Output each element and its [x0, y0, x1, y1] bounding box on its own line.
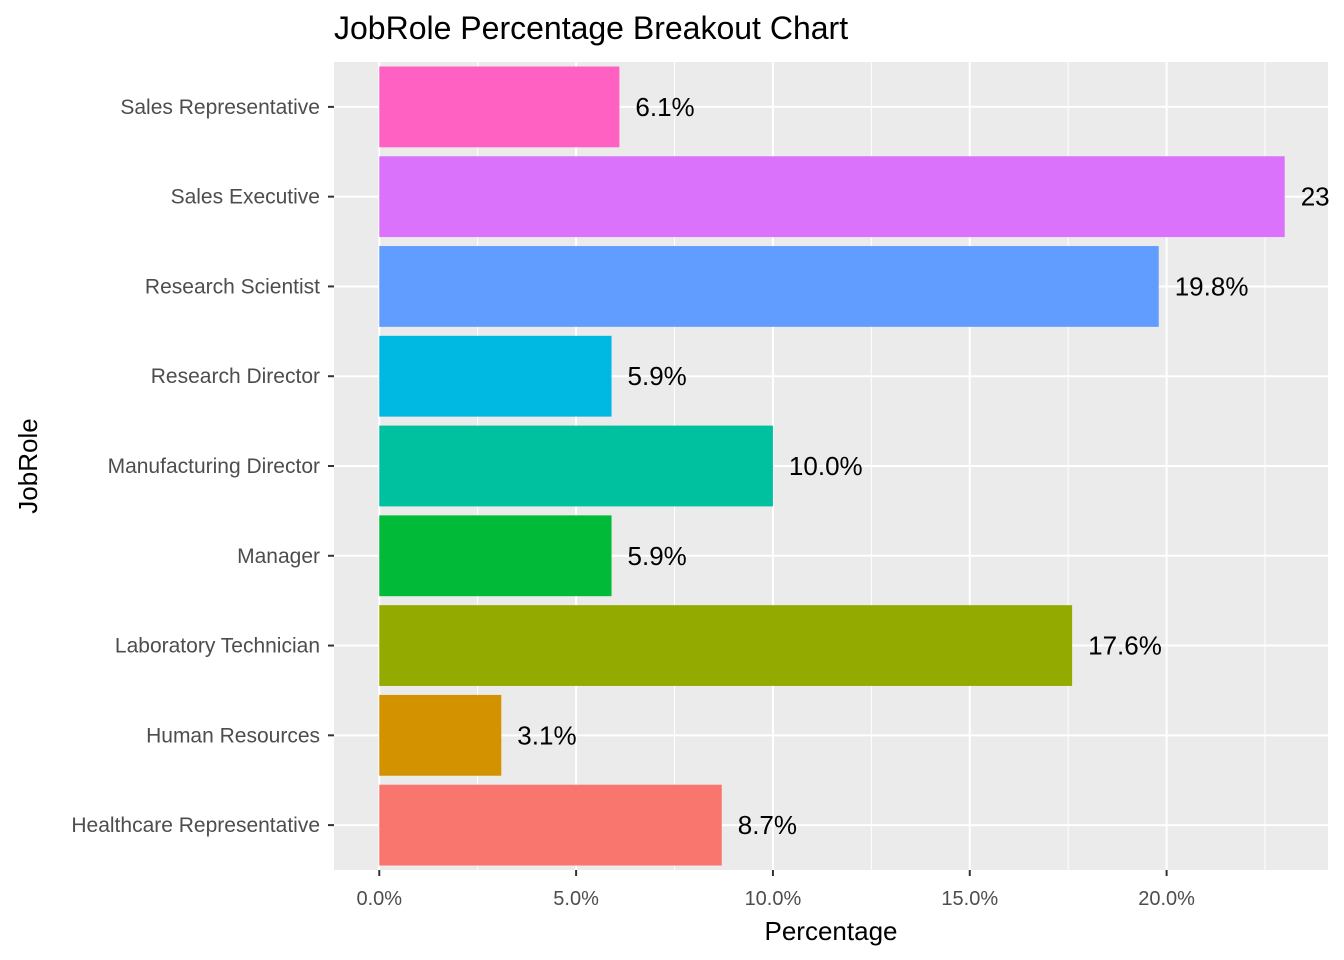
data-label: 23 — [1301, 182, 1330, 212]
data-label: 10.0% — [789, 451, 863, 481]
y-tick-label: Human Resources — [146, 724, 320, 747]
chart-title: JobRole Percentage Breakout Chart — [334, 10, 849, 46]
bars — [379, 66, 1285, 866]
y-axis: Healthcare Representative Human Resources… — [71, 96, 334, 837]
data-label: 5.9% — [628, 361, 687, 391]
bar — [379, 605, 1073, 686]
data-label: 3.1% — [517, 720, 576, 750]
y-tick-label: Manufacturing Director — [108, 455, 320, 478]
bar — [379, 694, 502, 776]
bar — [379, 425, 773, 507]
x-tick-label: 5.0% — [553, 888, 599, 910]
y-tick-label: Manager — [237, 545, 320, 568]
bar — [379, 246, 1159, 327]
x-tick-label: 10.0% — [745, 888, 802, 910]
bar — [379, 515, 612, 597]
x-axis: 0.0% 5.0% 10.0% 15.0% 20.0% — [356, 870, 1195, 910]
bar — [379, 156, 1285, 238]
data-label: 17.6% — [1088, 631, 1162, 661]
bar — [379, 66, 620, 148]
bar — [379, 335, 612, 417]
data-label: 6.1% — [635, 92, 694, 122]
bar — [379, 784, 722, 866]
y-tick-label: Laboratory Technician — [115, 635, 320, 658]
x-tick-label: 20.0% — [1138, 888, 1195, 910]
data-label: 8.7% — [738, 810, 797, 840]
data-label: 5.9% — [628, 541, 687, 571]
data-labels: 8.7% 3.1% 17.6% 5.9% 10.0% 5.9% 19.8% 23 6.1% — [517, 92, 1329, 840]
x-tick-label: 0.0% — [356, 888, 402, 910]
y-tick-label: Research Scientist — [145, 275, 320, 298]
y-axis-title: JobRole — [13, 418, 43, 513]
data-label: 19.8% — [1175, 271, 1249, 301]
y-tick-label: Sales Executive — [171, 186, 320, 209]
y-tick-label: Healthcare Representative — [71, 814, 320, 837]
y-tick-label: Research Director — [151, 365, 320, 388]
x-axis-title: Percentage — [765, 916, 898, 946]
x-tick-label: 15.0% — [941, 888, 998, 910]
y-tick-label: Sales Representative — [120, 96, 320, 119]
